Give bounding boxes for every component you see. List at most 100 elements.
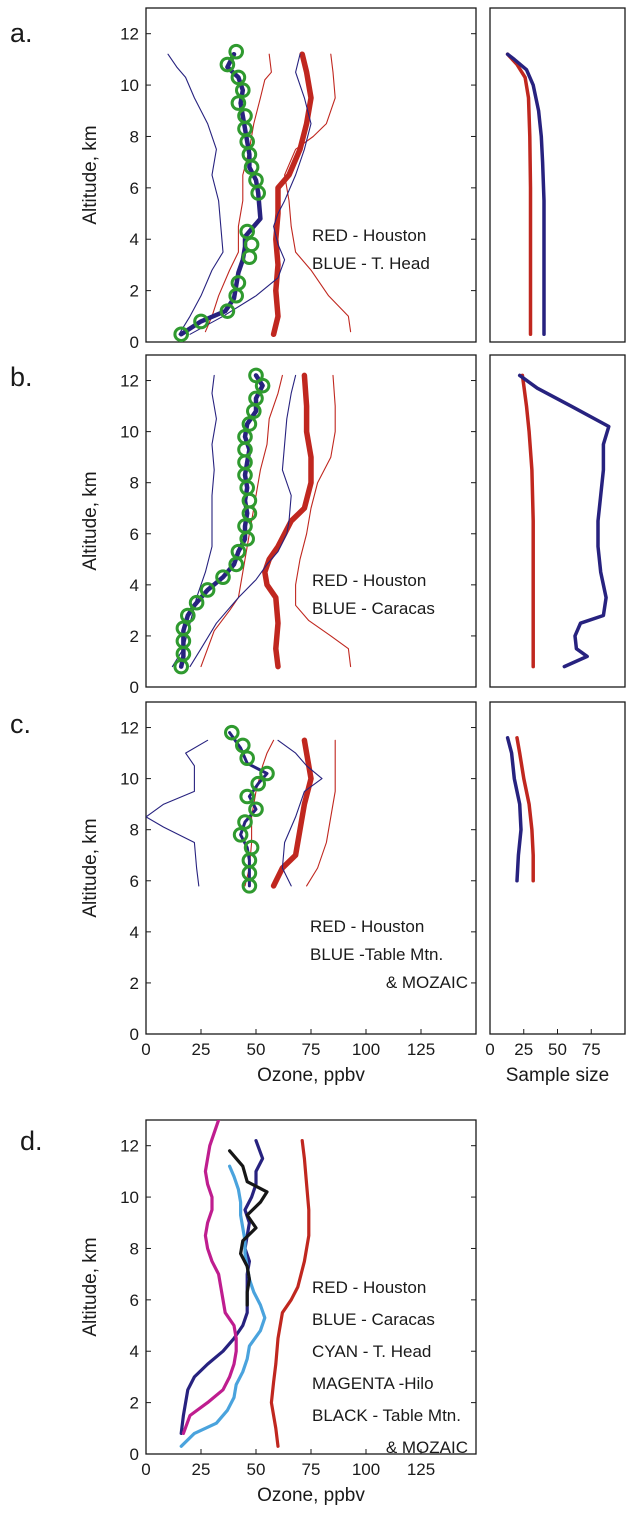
y-tick-label: 12 <box>120 372 139 391</box>
series-group <box>517 373 611 669</box>
data-point-marker <box>248 801 264 818</box>
panel-label: d. <box>20 1126 43 1156</box>
data-point-marker <box>175 620 192 637</box>
series-group <box>167 43 352 342</box>
x-tick-label: 50 <box>247 1460 266 1479</box>
series-line <box>306 739 336 887</box>
y-tick-label: 10 <box>120 423 139 442</box>
data-point-marker <box>219 303 236 319</box>
x-tick-label: 0 <box>485 1040 494 1059</box>
data-point-marker <box>243 236 260 253</box>
chart-panel: 0 25 50 75 Sample size <box>485 701 626 1086</box>
data-point-marker <box>237 814 253 830</box>
chart-panel: 0 2 4 6 8 10 12 0 25 50 75 100 125 Altitude, km Ozone,… <box>20 1119 477 1506</box>
data-point-marker <box>239 223 255 240</box>
series-line <box>270 51 314 338</box>
panel-label: a. <box>10 18 33 48</box>
x-tick-label: 125 <box>407 1460 435 1479</box>
data-point-marker <box>237 518 253 534</box>
series-group <box>505 52 546 337</box>
y-tick-label: 10 <box>120 1188 139 1207</box>
legend-entry: BLUE - T. Head <box>312 254 430 273</box>
series-line <box>189 53 312 335</box>
series-line <box>269 1139 311 1448</box>
chart-panel: 0 2 4 6 8 10 12 Altitude, km a. RED - Houston BLUE… <box>10 7 477 352</box>
legend-entry: BLUE - Caracas <box>312 1310 435 1329</box>
data-point-marker <box>237 108 253 124</box>
y-tick-label: 6 <box>130 872 139 891</box>
y-tick-label: 0 <box>130 333 139 352</box>
y-tick-label: 8 <box>130 127 139 146</box>
chart-panel: 0 2 4 6 8 10 12 0 25 50 75 100 125 Altitude, km Ozone,… <box>10 701 477 1086</box>
x-tick-label: 75 <box>302 1460 321 1479</box>
y-tick-label: 8 <box>130 821 139 840</box>
data-point-marker <box>235 82 251 99</box>
series-line <box>277 739 323 887</box>
data-point-marker <box>230 69 247 86</box>
y-tick-label: 12 <box>120 719 139 738</box>
series-line <box>520 373 535 669</box>
x-tick-label: 25 <box>192 1460 211 1479</box>
data-point-marker <box>230 95 247 111</box>
data-point-marker <box>224 724 240 741</box>
data-point-marker <box>193 313 209 330</box>
y-tick-label: 2 <box>130 1394 139 1413</box>
series-line <box>204 53 272 333</box>
data-point-marker <box>180 607 196 624</box>
y-axis-label: Altitude, km <box>80 1237 101 1336</box>
series-line <box>167 53 224 335</box>
plot-frame <box>145 7 477 343</box>
series-line <box>146 739 209 887</box>
y-tick-label: 4 <box>130 1342 139 1361</box>
y-tick-label: 6 <box>130 1291 139 1310</box>
y-tick-label: 6 <box>130 179 139 198</box>
y-tick-label: 6 <box>130 525 139 544</box>
y-tick-label: 0 <box>130 678 139 697</box>
panel-label: c. <box>10 709 31 739</box>
legend-entry: MAGENTA -Hilo <box>312 1374 434 1393</box>
data-point-marker <box>239 788 255 805</box>
y-tick-label: 2 <box>130 974 139 993</box>
data-point-marker <box>259 765 275 782</box>
series-line <box>270 737 314 889</box>
legend-entry: RED - Houston <box>312 226 426 245</box>
data-point-marker <box>243 839 260 856</box>
y-axis-label: Altitude, km <box>80 125 101 224</box>
data-point-marker <box>228 43 244 60</box>
plot-frame <box>145 354 477 688</box>
data-point-marker <box>215 569 231 585</box>
series-line <box>189 374 297 668</box>
data-point-marker <box>199 582 216 598</box>
legend-entry: & MOZAIC <box>386 1438 468 1457</box>
series-line <box>179 1164 267 1448</box>
series-line <box>515 736 535 883</box>
y-tick-label: 8 <box>130 1239 139 1258</box>
data-point-marker <box>241 416 258 432</box>
data-point-marker <box>248 390 264 407</box>
data-point-marker <box>230 543 247 560</box>
data-point-marker <box>250 775 267 792</box>
legend-entry: BLUE - Caracas <box>312 599 435 618</box>
series-line <box>171 374 217 668</box>
y-tick-label: 10 <box>120 770 139 789</box>
series-group <box>505 736 535 883</box>
x-axis-label: Sample size <box>506 1065 610 1086</box>
data-point-marker <box>173 326 189 342</box>
data-point-marker <box>239 750 255 766</box>
chart-panel <box>489 7 626 343</box>
x-tick-label: 0 <box>141 1460 150 1479</box>
series-line <box>262 372 314 670</box>
y-tick-label: 8 <box>130 474 139 493</box>
legend-entry: CYAN - T. Head <box>312 1342 431 1361</box>
series-group <box>146 724 336 894</box>
x-tick-label: 50 <box>548 1040 567 1059</box>
data-point-marker <box>248 172 264 188</box>
legend-entry: BLACK - Table Mtn. <box>312 1406 461 1425</box>
x-tick-label: 0 <box>141 1040 150 1059</box>
series-line <box>295 374 352 668</box>
data-point-marker <box>188 594 205 611</box>
data-point-marker <box>232 827 249 843</box>
series-group <box>171 367 352 675</box>
y-tick-label: 4 <box>130 923 139 942</box>
